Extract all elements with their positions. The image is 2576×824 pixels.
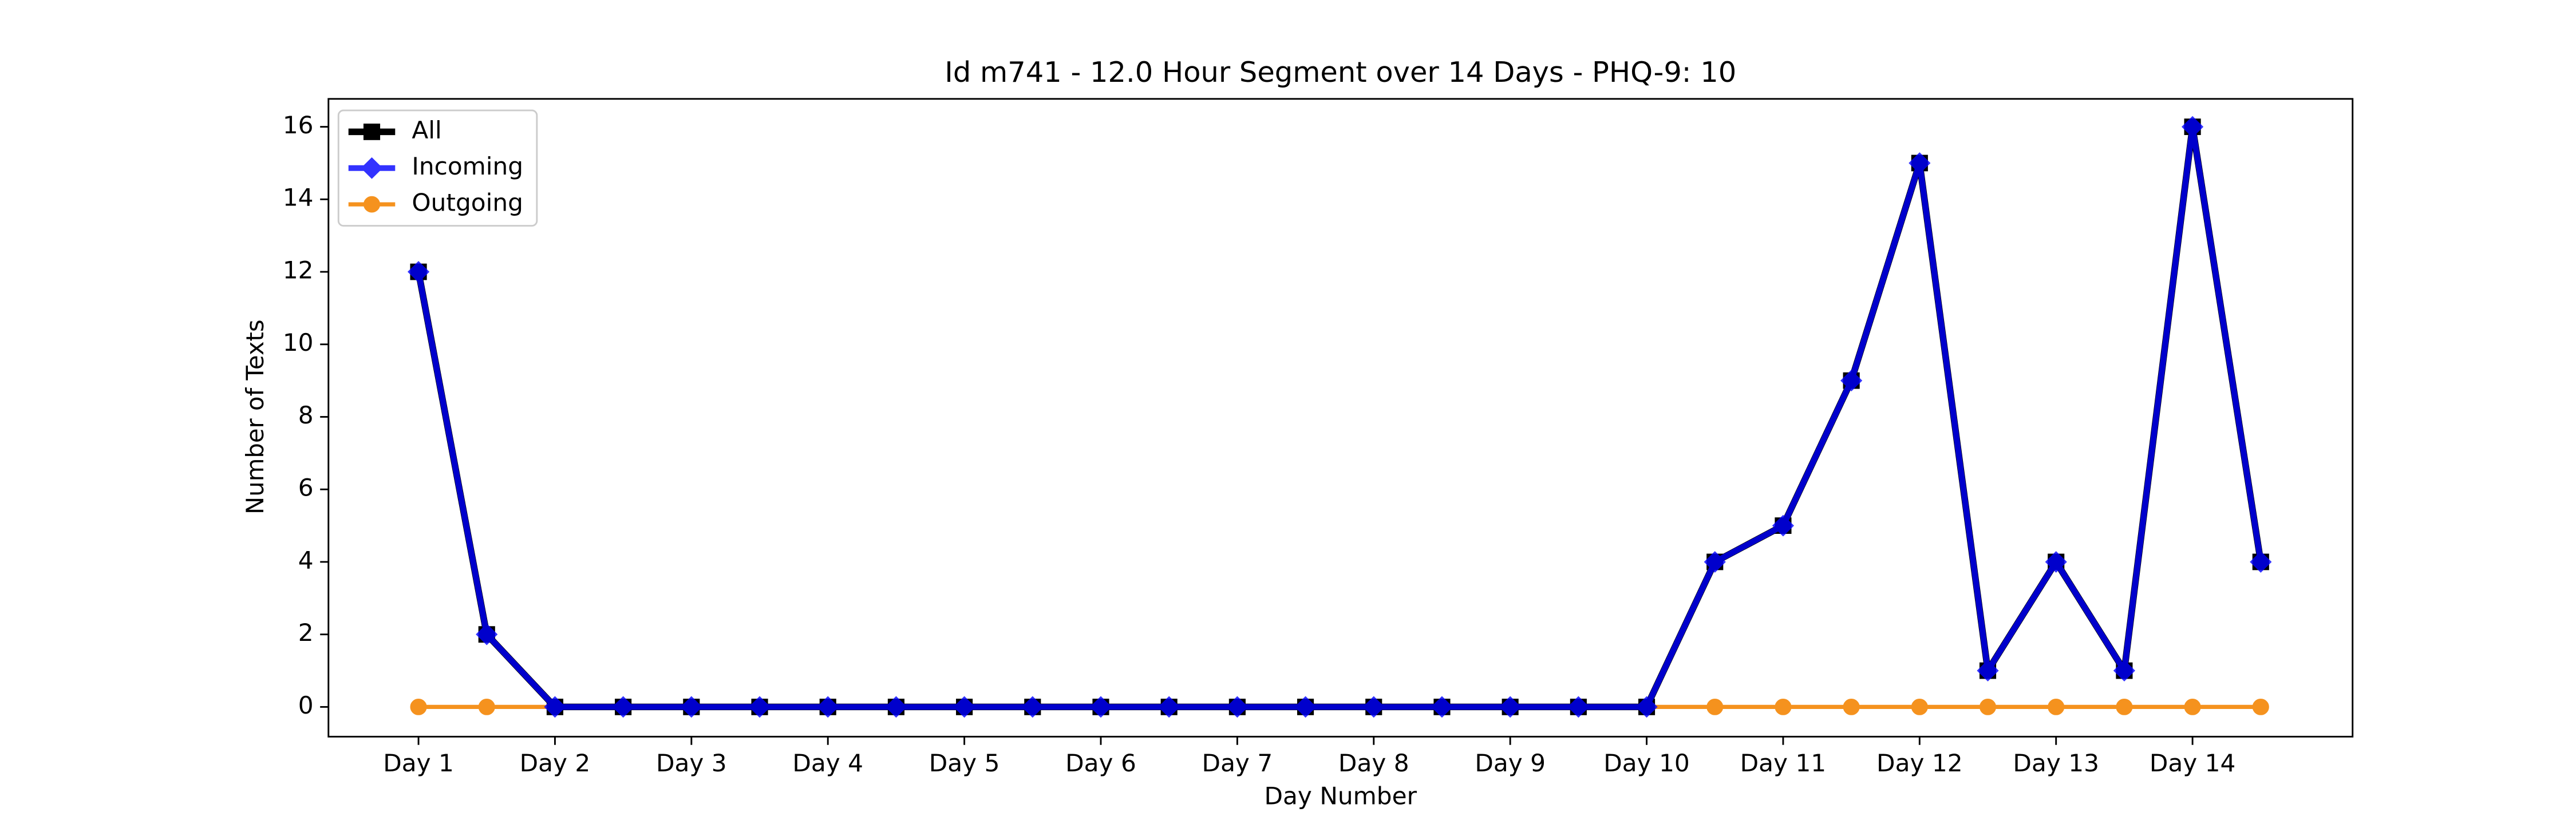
point [410, 699, 427, 715]
legend-marker [363, 123, 381, 140]
x-axis-label: Day Number [1265, 782, 1417, 810]
chart-title: Id m741 - 12.0 Hour Segment over 14 Days… [945, 56, 1736, 89]
x-tick-label: Day 1 [383, 749, 454, 777]
point [544, 696, 566, 718]
point [1089, 696, 1112, 718]
legend-marker [363, 196, 381, 213]
point [1021, 696, 1044, 718]
legend-label: All [412, 116, 441, 144]
point [1843, 699, 1860, 715]
legend-item [348, 196, 396, 213]
series [407, 116, 2272, 718]
series [410, 118, 2269, 715]
point [2250, 551, 2272, 573]
point [1977, 660, 1999, 682]
point [1911, 699, 1928, 715]
y-tick-label: 2 [298, 619, 314, 647]
point [2116, 699, 2133, 715]
y-tick-label: 4 [298, 546, 314, 575]
legend-label: Outgoing [412, 189, 523, 217]
x-tick-label: Day 10 [1603, 749, 1690, 777]
x-tick-label: Day 14 [2150, 749, 2236, 777]
point [817, 696, 839, 718]
point [2113, 660, 2136, 682]
legend-marker [361, 157, 383, 179]
point [2045, 551, 2067, 573]
point [748, 696, 771, 718]
point [1706, 699, 1724, 715]
point [407, 261, 430, 283]
point [680, 696, 702, 718]
point [1294, 696, 1317, 718]
x-tick-label: Day 9 [1475, 749, 1546, 777]
point [1158, 696, 1180, 718]
x-tick-label: Day 13 [2013, 749, 2099, 777]
x-tick-label: Day 12 [1876, 749, 1963, 777]
point [1635, 696, 1658, 718]
point [2048, 699, 2065, 715]
point [612, 696, 634, 718]
point [1226, 696, 1249, 718]
y-tick-label: 8 [298, 401, 314, 429]
point [885, 696, 907, 718]
point [1979, 699, 1997, 715]
x-tick-label: Day 4 [792, 749, 863, 777]
y-tick-label: 6 [298, 474, 314, 502]
point [1775, 699, 1792, 715]
point [1499, 696, 1522, 718]
x-tick-label: Day 8 [1338, 749, 1409, 777]
point [2184, 699, 2201, 715]
point [1704, 551, 1726, 573]
point [2181, 116, 2204, 138]
point [953, 696, 975, 718]
y-tick-label: 16 [283, 111, 314, 139]
legend-item [348, 123, 396, 140]
y-tick-label: 0 [298, 691, 314, 719]
point [2252, 699, 2269, 715]
x-tick-label: Day 2 [520, 749, 591, 777]
x-tick-label: Day 7 [1202, 749, 1273, 777]
legend-item [348, 157, 396, 179]
point [1840, 370, 1863, 392]
y-tick-label: 10 [283, 328, 314, 356]
y-tick-label: 14 [283, 184, 314, 212]
legend-label: Incoming [412, 152, 523, 180]
y-axis-label: Number of Texts [241, 319, 269, 514]
line [415, 123, 2265, 711]
x-tick-label: Day 3 [656, 749, 727, 777]
point [478, 699, 495, 715]
plot-frame [327, 98, 2354, 738]
point [1772, 514, 1795, 537]
legend-box [337, 109, 538, 227]
point [1431, 696, 1453, 718]
point [1909, 152, 1931, 174]
x-tick-label: Day 5 [929, 749, 1000, 777]
line [416, 124, 2264, 710]
y-tick-label: 12 [283, 256, 314, 284]
x-tick-label: Day 6 [1065, 749, 1136, 777]
point [1567, 696, 1590, 718]
x-tick-label: Day 11 [1740, 749, 1827, 777]
point [476, 623, 498, 645]
point [1362, 696, 1385, 718]
